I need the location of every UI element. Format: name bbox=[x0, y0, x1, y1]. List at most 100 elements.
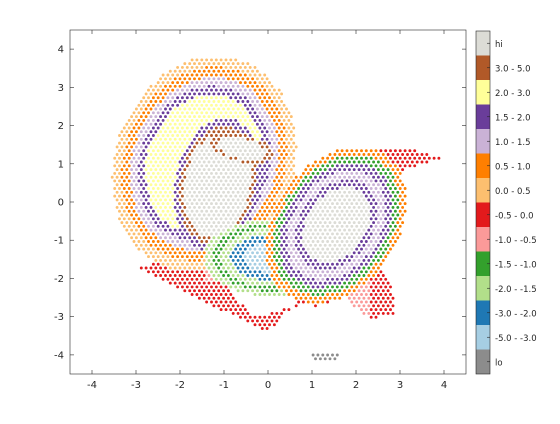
data-point bbox=[289, 175, 293, 179]
data-point bbox=[130, 221, 134, 225]
data-point bbox=[156, 224, 160, 228]
data-point bbox=[323, 357, 327, 361]
data-point bbox=[384, 232, 388, 236]
data-point bbox=[275, 281, 279, 285]
data-point bbox=[263, 262, 267, 266]
data-point bbox=[367, 236, 371, 240]
data-point bbox=[372, 243, 376, 247]
data-point bbox=[297, 202, 301, 206]
data-point bbox=[408, 164, 412, 168]
data-point bbox=[224, 171, 228, 175]
data-point bbox=[193, 137, 196, 141]
data-point bbox=[156, 187, 160, 190]
data-point bbox=[265, 281, 269, 285]
data-point bbox=[226, 92, 230, 96]
data-point bbox=[176, 65, 180, 69]
data-point bbox=[384, 217, 388, 221]
data-point bbox=[231, 311, 235, 315]
data-point bbox=[234, 209, 238, 213]
data-point bbox=[282, 285, 286, 289]
data-point bbox=[183, 145, 187, 149]
data-point bbox=[301, 179, 305, 183]
data-point bbox=[340, 224, 344, 228]
data-point bbox=[362, 221, 366, 225]
data-point bbox=[161, 247, 165, 251]
data-point bbox=[255, 84, 259, 88]
data-point bbox=[193, 213, 196, 217]
data-point bbox=[222, 145, 226, 149]
data-point bbox=[316, 179, 320, 183]
data-point bbox=[301, 202, 305, 206]
data-point bbox=[210, 194, 213, 198]
data-point bbox=[231, 137, 235, 141]
data-point bbox=[195, 58, 199, 62]
data-point bbox=[282, 118, 286, 122]
data-point bbox=[161, 81, 165, 85]
data-point bbox=[171, 194, 175, 198]
data-point bbox=[289, 289, 293, 293]
data-point bbox=[255, 289, 259, 293]
data-point bbox=[137, 179, 141, 183]
data-point bbox=[333, 153, 337, 156]
data-point bbox=[222, 228, 226, 232]
data-point bbox=[362, 243, 366, 247]
data-point bbox=[183, 236, 187, 240]
data-point bbox=[393, 209, 397, 213]
data-point bbox=[268, 209, 271, 213]
data-point bbox=[340, 232, 344, 236]
data-point bbox=[328, 243, 332, 247]
data-point bbox=[118, 156, 121, 160]
data-point bbox=[260, 243, 264, 247]
data-point bbox=[229, 65, 233, 69]
data-point bbox=[222, 175, 226, 179]
data-point bbox=[311, 232, 315, 236]
data-point bbox=[229, 240, 233, 243]
data-point bbox=[120, 175, 124, 179]
data-point bbox=[144, 168, 148, 172]
data-point bbox=[355, 224, 359, 228]
data-point bbox=[180, 209, 184, 213]
data-point bbox=[139, 130, 143, 134]
data-point bbox=[222, 69, 226, 73]
data-point bbox=[246, 145, 250, 149]
data-point bbox=[173, 122, 177, 126]
data-point bbox=[360, 240, 363, 243]
data-point bbox=[251, 183, 255, 187]
data-point bbox=[176, 73, 180, 77]
data-point bbox=[243, 194, 247, 198]
data-point bbox=[207, 168, 211, 172]
data-point bbox=[219, 232, 223, 236]
data-point bbox=[251, 243, 255, 247]
data-point bbox=[323, 236, 327, 240]
data-point bbox=[389, 202, 392, 206]
data-point bbox=[151, 187, 155, 190]
data-point bbox=[246, 153, 250, 156]
data-point bbox=[239, 73, 242, 77]
data-point bbox=[384, 285, 388, 289]
data-point bbox=[217, 221, 221, 225]
data-point bbox=[185, 187, 189, 190]
data-point bbox=[168, 107, 172, 111]
data-point bbox=[386, 160, 390, 164]
data-point bbox=[374, 156, 378, 160]
data-point bbox=[384, 194, 388, 198]
data-point bbox=[355, 247, 359, 251]
data-point bbox=[243, 277, 247, 281]
data-point bbox=[384, 247, 388, 251]
data-point bbox=[205, 171, 209, 175]
data-point bbox=[137, 126, 141, 130]
data-point bbox=[304, 213, 308, 217]
data-point bbox=[331, 353, 334, 357]
data-point bbox=[161, 126, 165, 130]
data-point bbox=[231, 168, 235, 172]
data-point bbox=[299, 281, 303, 285]
data-point bbox=[173, 107, 177, 111]
y-tick-label: 1 bbox=[58, 159, 64, 170]
data-point bbox=[168, 160, 172, 164]
data-point bbox=[393, 156, 397, 160]
data-point bbox=[277, 164, 281, 168]
data-point bbox=[210, 247, 213, 251]
data-point bbox=[355, 209, 359, 213]
data-point bbox=[193, 236, 196, 240]
